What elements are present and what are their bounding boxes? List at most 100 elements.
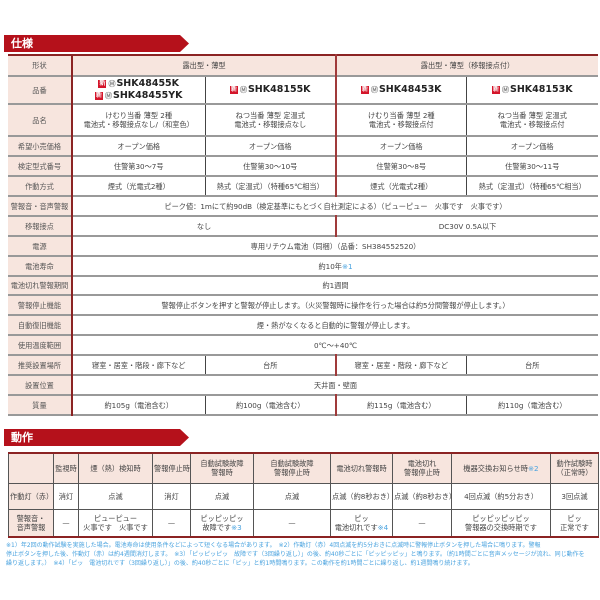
cell-text: ねつ当番 薄型 定温式 [235, 111, 305, 120]
cell-text: 3回点滅 [561, 491, 588, 501]
cell-line: 約110g（電池含む） [468, 401, 598, 410]
spec-row-label: 電池寿命 [8, 255, 73, 277]
cell-line: 住警第30～7号 [74, 162, 204, 171]
spec-row-label: 警報停止機能 [8, 294, 73, 316]
spec-cell: 台所 [466, 354, 599, 376]
cell-line: 露出型・薄型 [74, 61, 334, 70]
cell-text: 消灯 [164, 491, 179, 501]
cell-line: 電池式・移報接点付 [338, 120, 465, 129]
cell-text: 住警第30～11号 [505, 161, 560, 171]
spec-cell: 住警第30～10号 [205, 155, 338, 177]
m-mark-icon: Ⓜ [108, 80, 116, 89]
spec-row: 設置位置 天井面・壁面 [8, 374, 599, 396]
label-line: 警報音・ [16, 513, 46, 523]
cell-text: 約10年 [318, 261, 342, 271]
cell-line: オープン価格 [207, 142, 335, 151]
cell-line: 点滅（約8秒おき） [332, 492, 392, 501]
spec-cell: 約105g（電池含む） [72, 394, 206, 416]
spec-cell: 0℃～+40℃ [72, 334, 599, 356]
spec-cell: 約10年※1 [72, 255, 599, 277]
cell-text: オープン価格 [117, 141, 161, 151]
spec-cell: 専用リチウム電池（同梱）（品番：SH384552520） [72, 235, 599, 257]
cell-line: 電池式・移報接点付 [468, 120, 598, 129]
cell-text: 住警第30～8号 [376, 161, 427, 171]
cell-text: 電池切れです [334, 522, 378, 532]
spec-row-label: 品名 [8, 103, 73, 137]
cell-text: 正常です [560, 522, 589, 532]
spec-cell: オープン価格 [466, 135, 599, 157]
cell-text: オープン価格 [510, 141, 554, 151]
new-badge: 新 [229, 86, 238, 95]
cell-line: 電池式・移報接点なし [207, 120, 335, 129]
spec-row: 自動復旧機能 煙・熱がなくなると自動的に警報が停止します。 [8, 314, 599, 336]
spec-row-label: 自動復旧機能 [8, 314, 73, 336]
operation-cell: 点滅（約8秒おき） [392, 482, 452, 510]
cell-line: 約100g（電池含む） [207, 401, 335, 410]
spec-cell: 約110g（電池含む） [466, 394, 599, 416]
operation-section-title: 動作 [4, 429, 189, 446]
operation-cell: 点滅（約8秒おき） [330, 482, 393, 510]
spec-row: 希望小売価格 オープン価格 オープン価格 オープン価格 オープン価格 [8, 135, 599, 157]
cell-line: 0℃～+40℃ [74, 341, 597, 350]
cell-line: 住警第30～11号 [468, 162, 598, 171]
cell-line: — [255, 518, 329, 527]
cell-line: 電池切れ警報時 [332, 464, 391, 473]
cell-line: 煙式（光電式2種） [74, 182, 204, 191]
cell-text: 点滅（約8秒おき） [394, 491, 452, 501]
operation-cell: — [253, 508, 331, 538]
cell-text: 機器交換お知らせ時 [463, 463, 528, 473]
cell-text: 電池式・移報接点付 [499, 120, 565, 129]
spec-section-title: 仕様 [4, 35, 189, 52]
cell-line: ピーク値：1mにて約90dB（検定基準にもとづく自社測定による）（ピューピュー … [74, 202, 597, 211]
spec-cell: 台所 [205, 354, 338, 376]
spec-cell: 警報停止ボタンを押すと警報が停止します。（火災警報時に操作を行った場合は約5分間… [72, 294, 599, 316]
cell-text: — [418, 518, 426, 528]
spec-row: 品番新 ⓂSHK48455K 新 ⓂSHK48455YK 新 ⓂSHK48155K 新 ⓂSH… [8, 75, 599, 105]
cell-line: ピッピッピッ [192, 514, 252, 523]
spec-cell: 住警第30～7号 [72, 155, 206, 177]
operation-row-label: 警報音・ 音声警報 [8, 508, 54, 538]
new-badge: 新 [98, 80, 107, 89]
cell-line: 台所 [207, 361, 335, 370]
footnote-ref: ※3 [231, 522, 242, 532]
cell-line: 警報停止時 [255, 468, 329, 477]
cell-text: ピーク値：1mにて約90dB（検定基準にもとづく自社測定による）（ピューピュー … [164, 201, 507, 211]
cell-text: 約115g（電池含む） [366, 400, 436, 410]
cell-line: 点滅 [192, 492, 252, 501]
spec-cell: オープン価格 [72, 135, 206, 157]
spec-cell: 熱式（定温式）（特種65℃相当） [205, 175, 338, 197]
footnote-ref: ※4 [377, 522, 389, 532]
corner-cell [8, 452, 54, 484]
cell-line: ピッ [332, 514, 391, 523]
m-mark-icon: Ⓜ [370, 86, 378, 95]
spec-row: 電源 専用リチウム電池（同梱）（品番：SH384552520） [8, 235, 599, 257]
spec-cell: 寝室・居室・階段・廊下など [336, 354, 467, 376]
footnotes: ※1）年2回の動作試験を実施した場合。電池寿命は使用条件などによって短くなる場合… [6, 541, 598, 568]
model-number: SHK48455YK [113, 90, 183, 101]
cell-line: 約10年※1 [74, 262, 597, 271]
spec-row-label: 検定型式番号 [8, 155, 73, 177]
cell-line: 熱式（定温式）（特種65℃相当） [468, 182, 598, 191]
cell-line: けむり当番 薄型 2種 [74, 111, 204, 120]
spec-cell: 煙・熱がなくなると自動的に警報が停止します。 [72, 314, 599, 336]
cell-text: 監視時 [55, 463, 77, 473]
cell-text: DC30V 0.5A以下 [438, 221, 497, 231]
cell-line: 煙（熱）検知時 [80, 464, 151, 473]
operation-cell: 消灯 [152, 482, 191, 510]
operation-header-row: 監視時 煙（熱）検知時 警報停止時 自動試験故障 警報時 自動試験故障 警報停止時 電池切れ警… [8, 452, 599, 484]
cell-line: 電池切れ [394, 459, 450, 468]
cell-text: 煙式（光電式2種） [107, 181, 170, 191]
footnote-line: 停止ボタンを押した後、作動灯（赤）は約4週間消灯します。 ※3）「ピッピッピッ … [6, 551, 585, 558]
cell-line: 警報停止ボタンを押すと警報が停止します。（火災警報時に操作を行った場合は約5分間… [74, 301, 597, 310]
cell-text: — [167, 518, 176, 528]
cell-text: ピッピッピッピッ [472, 513, 530, 523]
cell-text: 動作試験時 [556, 459, 593, 469]
cell-line: （正常時） [552, 468, 597, 477]
cell-line: DC30V 0.5A以下 [338, 222, 597, 231]
cell-text: 自動試験故障 [270, 459, 314, 469]
cell-text: 警報時 [211, 468, 233, 478]
operation-cell: ピューピュー 火事です 火事です [78, 508, 153, 538]
cell-line: 寝室・居室・階段・廊下など [338, 361, 465, 370]
label-line: 音声警報 [16, 522, 46, 532]
footnote-ref: ※2 [527, 463, 539, 473]
